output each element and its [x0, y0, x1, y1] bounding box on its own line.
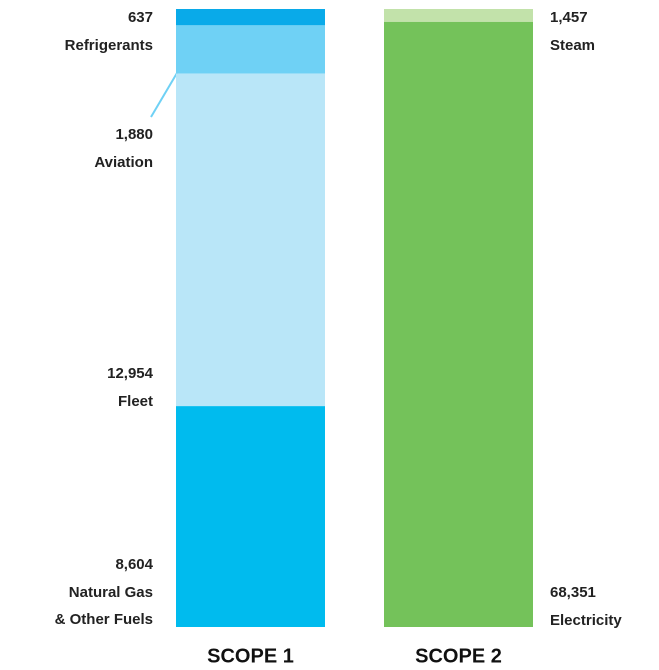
bar-segment — [176, 73, 325, 407]
value-label: 1,880 — [115, 126, 153, 143]
segment-label: Refrigerants — [65, 37, 153, 54]
value-label: 68,351 — [550, 584, 596, 601]
segment-label: Steam — [550, 37, 595, 54]
category-label: SCOPE 2 — [415, 645, 502, 667]
value-label: 12,954 — [107, 365, 154, 382]
segment-label: Aviation — [94, 154, 153, 171]
category-label: SCOPE 1 — [207, 645, 294, 667]
leader-line — [150, 72, 178, 118]
bar-segment — [176, 9, 325, 26]
bar-segment — [176, 25, 325, 74]
bar-segment — [384, 21, 533, 627]
value-label: 1,457 — [550, 9, 588, 26]
bar-segment — [176, 406, 325, 627]
value-label: 8,604 — [115, 556, 153, 573]
segment-label: & Other Fuels — [55, 611, 153, 628]
segment-label: Electricity — [550, 612, 622, 629]
bar-segment — [384, 9, 533, 22]
segment-label: Fleet — [118, 393, 153, 410]
value-label: 637 — [128, 9, 153, 26]
segment-label: Natural Gas — [69, 584, 153, 601]
